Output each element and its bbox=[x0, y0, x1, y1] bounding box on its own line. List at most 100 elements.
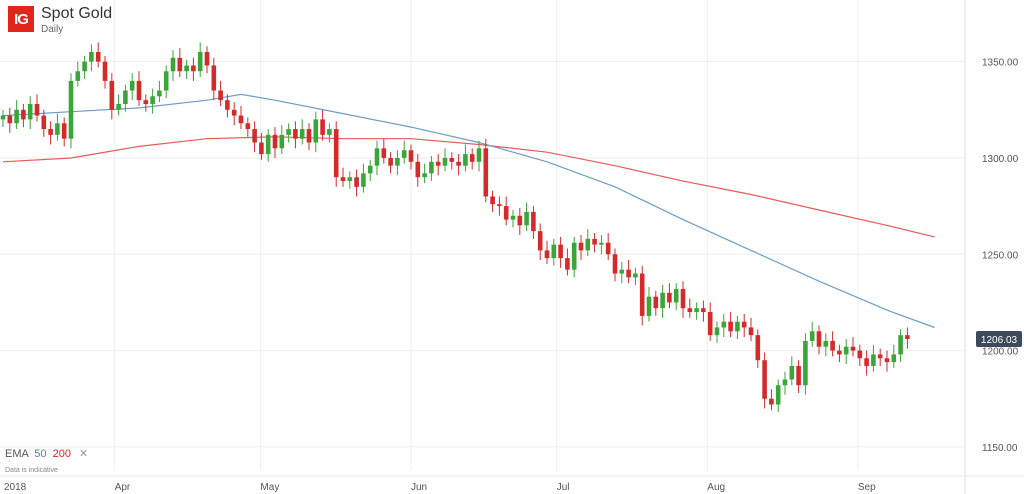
candle-body bbox=[116, 104, 121, 110]
candle-body bbox=[102, 61, 108, 81]
candle bbox=[571, 236, 577, 278]
candle bbox=[694, 302, 699, 320]
candle-body bbox=[367, 165, 373, 174]
candle-body bbox=[286, 129, 291, 135]
candle bbox=[157, 80, 162, 103]
candle bbox=[95, 42, 101, 68]
candle bbox=[34, 94, 40, 122]
candle-body bbox=[75, 71, 81, 81]
candle-body bbox=[769, 398, 774, 405]
indicator-legend: EMA 50 200 ✕ bbox=[5, 447, 88, 460]
candle bbox=[299, 119, 305, 145]
candle-body bbox=[374, 148, 380, 166]
candle bbox=[619, 261, 625, 284]
candle-body bbox=[803, 340, 808, 386]
y-tick-label: 1150.00 bbox=[982, 443, 1018, 454]
y-axis: 1150.00 1200.00 1250.00 1300.00 1350.00 bbox=[982, 58, 1019, 454]
candle-body bbox=[231, 109, 237, 116]
candle-body bbox=[762, 360, 767, 399]
candle-body bbox=[170, 57, 176, 72]
candle bbox=[660, 285, 665, 318]
candle bbox=[442, 148, 448, 172]
candle-body bbox=[871, 354, 876, 366]
candle-body bbox=[843, 346, 849, 355]
candle-body bbox=[891, 354, 897, 363]
candle bbox=[585, 229, 591, 257]
candle bbox=[877, 348, 883, 366]
interval-label: Daily bbox=[41, 24, 64, 35]
candle bbox=[646, 287, 652, 322]
x-tick-label: Sep bbox=[858, 482, 876, 493]
candle-body bbox=[408, 150, 414, 162]
candle bbox=[741, 313, 747, 338]
candle bbox=[524, 202, 529, 232]
candle-body bbox=[646, 296, 652, 316]
candle bbox=[864, 350, 869, 376]
candle-body bbox=[95, 52, 101, 62]
candle bbox=[503, 196, 509, 226]
candle-body bbox=[612, 254, 618, 274]
candle-body bbox=[34, 104, 40, 116]
candle-body bbox=[272, 134, 278, 149]
candle bbox=[347, 171, 353, 189]
legend-ema50[interactable]: 50 bbox=[34, 448, 47, 460]
candle-body bbox=[136, 80, 142, 101]
candle-body bbox=[55, 123, 60, 135]
candle-body bbox=[265, 134, 271, 155]
candle-body bbox=[864, 358, 869, 366]
candle bbox=[143, 94, 149, 112]
candle-body bbox=[905, 335, 910, 340]
candle bbox=[884, 350, 890, 372]
candle-body bbox=[61, 123, 67, 139]
candle bbox=[265, 129, 271, 162]
candle bbox=[490, 190, 495, 212]
candle bbox=[639, 265, 645, 326]
candle-body bbox=[809, 331, 815, 341]
candle-body bbox=[728, 321, 733, 332]
candle bbox=[395, 150, 400, 176]
candle bbox=[184, 59, 189, 79]
candle-body bbox=[340, 177, 346, 182]
candle-body bbox=[163, 71, 169, 91]
candle bbox=[735, 315, 740, 340]
candle-body bbox=[347, 177, 353, 182]
candle-body bbox=[830, 340, 835, 351]
x-axis: 2018 Apr May Jun Jul Aug Sep bbox=[4, 482, 876, 493]
candle-body bbox=[306, 129, 312, 143]
candle-body bbox=[68, 80, 74, 139]
candle bbox=[252, 121, 257, 153]
candle-body bbox=[673, 288, 679, 303]
candle-body bbox=[191, 65, 196, 72]
candle bbox=[626, 260, 631, 284]
candle bbox=[782, 371, 788, 395]
candle bbox=[163, 65, 169, 99]
candle bbox=[476, 140, 482, 172]
candle bbox=[537, 223, 543, 261]
candle-body bbox=[204, 52, 210, 66]
candle-body bbox=[476, 148, 482, 162]
candle-body bbox=[619, 269, 625, 274]
candle bbox=[333, 121, 339, 187]
legend-ema200[interactable]: 200 bbox=[52, 448, 71, 460]
candle bbox=[905, 327, 910, 349]
candle-body bbox=[429, 161, 434, 174]
candle bbox=[483, 138, 489, 203]
candle-body bbox=[490, 196, 495, 205]
candle-body bbox=[578, 242, 584, 251]
candle-body bbox=[782, 379, 788, 386]
candle bbox=[789, 356, 795, 386]
candle bbox=[279, 125, 285, 155]
candle-body bbox=[388, 157, 393, 166]
candle-body bbox=[789, 365, 795, 380]
remove-indicator-icon[interactable]: ✕ bbox=[79, 448, 89, 460]
candle bbox=[150, 88, 155, 114]
candle-body bbox=[857, 350, 863, 359]
candle bbox=[857, 344, 863, 366]
candle-body bbox=[129, 80, 135, 91]
candle bbox=[891, 344, 897, 368]
candle bbox=[755, 329, 761, 368]
candle-body bbox=[401, 150, 407, 158]
candle bbox=[0, 109, 6, 128]
candle bbox=[272, 127, 278, 158]
